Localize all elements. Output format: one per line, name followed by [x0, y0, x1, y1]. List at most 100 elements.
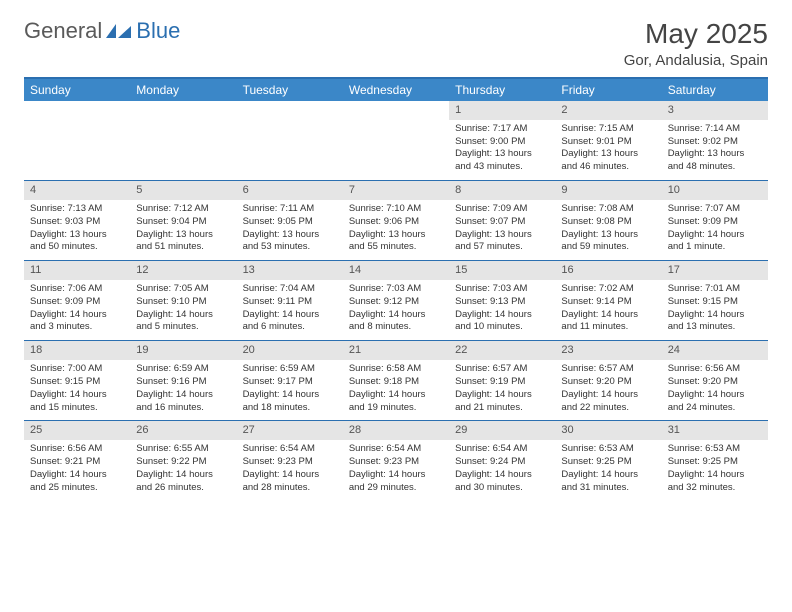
- day-number: 26: [130, 421, 236, 440]
- day-number: 17: [662, 261, 768, 280]
- day-body: Sunrise: 6:56 AMSunset: 9:20 PMDaylight:…: [662, 360, 768, 420]
- daylight-text: Daylight: 14 hours and 3 minutes.: [30, 309, 124, 335]
- day-body: Sunrise: 7:13 AMSunset: 9:03 PMDaylight:…: [24, 200, 130, 260]
- day-number: 2: [555, 101, 661, 120]
- day-body: Sunrise: 7:02 AMSunset: 9:14 PMDaylight:…: [555, 280, 661, 340]
- sunrise-text: Sunrise: 6:57 AM: [455, 363, 549, 376]
- day-number: 12: [130, 261, 236, 280]
- daylight-text: Daylight: 14 hours and 32 minutes.: [668, 469, 762, 495]
- calendar-cell: 13Sunrise: 7:04 AMSunset: 9:11 PMDayligh…: [237, 261, 343, 341]
- sunrise-text: Sunrise: 7:07 AM: [668, 203, 762, 216]
- day-number: 16: [555, 261, 661, 280]
- sunset-text: Sunset: 9:20 PM: [668, 376, 762, 389]
- day-body: Sunrise: 6:59 AMSunset: 9:17 PMDaylight:…: [237, 360, 343, 420]
- calendar-table: Sunday Monday Tuesday Wednesday Thursday…: [24, 77, 768, 500]
- day-number: 23: [555, 341, 661, 360]
- day-number: 24: [662, 341, 768, 360]
- sunset-text: Sunset: 9:22 PM: [136, 456, 230, 469]
- sunset-text: Sunset: 9:15 PM: [30, 376, 124, 389]
- calendar-cell: 19Sunrise: 6:59 AMSunset: 9:16 PMDayligh…: [130, 341, 236, 421]
- day-body: Sunrise: 7:14 AMSunset: 9:02 PMDaylight:…: [662, 120, 768, 180]
- sunrise-text: Sunrise: 7:14 AM: [668, 123, 762, 136]
- day-number: 3: [662, 101, 768, 120]
- calendar-cell: 21Sunrise: 6:58 AMSunset: 9:18 PMDayligh…: [343, 341, 449, 421]
- day-body: Sunrise: 7:04 AMSunset: 9:11 PMDaylight:…: [237, 280, 343, 340]
- day-number: 8: [449, 181, 555, 200]
- daylight-text: Daylight: 14 hours and 10 minutes.: [455, 309, 549, 335]
- day-number: 5: [130, 181, 236, 200]
- daylight-text: Daylight: 14 hours and 15 minutes.: [30, 389, 124, 415]
- daylight-text: Daylight: 13 hours and 57 minutes.: [455, 229, 549, 255]
- sunrise-text: Sunrise: 7:12 AM: [136, 203, 230, 216]
- sunrise-text: Sunrise: 6:59 AM: [136, 363, 230, 376]
- logo-text-blue: Blue: [136, 18, 180, 44]
- calendar-cell: 10Sunrise: 7:07 AMSunset: 9:09 PMDayligh…: [662, 181, 768, 261]
- day-number: 28: [343, 421, 449, 440]
- calendar-cell: 18Sunrise: 7:00 AMSunset: 9:15 PMDayligh…: [24, 341, 130, 421]
- day-body: Sunrise: 7:03 AMSunset: 9:12 PMDaylight:…: [343, 280, 449, 340]
- sunrise-text: Sunrise: 7:03 AM: [349, 283, 443, 296]
- day-number: 19: [130, 341, 236, 360]
- col-saturday: Saturday: [662, 78, 768, 101]
- calendar-cell: 26Sunrise: 6:55 AMSunset: 9:22 PMDayligh…: [130, 421, 236, 501]
- calendar-cell: 16Sunrise: 7:02 AMSunset: 9:14 PMDayligh…: [555, 261, 661, 341]
- calendar-cell: 6Sunrise: 7:11 AMSunset: 9:05 PMDaylight…: [237, 181, 343, 261]
- sunset-text: Sunset: 9:01 PM: [561, 136, 655, 149]
- day-body: Sunrise: 7:07 AMSunset: 9:09 PMDaylight:…: [662, 200, 768, 260]
- sunrise-text: Sunrise: 7:13 AM: [30, 203, 124, 216]
- day-number: 4: [24, 181, 130, 200]
- sunrise-text: Sunrise: 7:08 AM: [561, 203, 655, 216]
- calendar-cell: 28Sunrise: 6:54 AMSunset: 9:23 PMDayligh…: [343, 421, 449, 501]
- calendar-cell: ..: [130, 101, 236, 181]
- col-thursday: Thursday: [449, 78, 555, 101]
- sunset-text: Sunset: 9:25 PM: [668, 456, 762, 469]
- sunrise-text: Sunrise: 7:15 AM: [561, 123, 655, 136]
- day-body: Sunrise: 6:59 AMSunset: 9:16 PMDaylight:…: [130, 360, 236, 420]
- day-number: 13: [237, 261, 343, 280]
- sunset-text: Sunset: 9:15 PM: [668, 296, 762, 309]
- calendar-cell: 25Sunrise: 6:56 AMSunset: 9:21 PMDayligh…: [24, 421, 130, 501]
- day-body: Sunrise: 7:17 AMSunset: 9:00 PMDaylight:…: [449, 120, 555, 180]
- sunrise-text: Sunrise: 7:09 AM: [455, 203, 549, 216]
- sunrise-text: Sunrise: 6:53 AM: [668, 443, 762, 456]
- day-number: 6: [237, 181, 343, 200]
- calendar-cell: 8Sunrise: 7:09 AMSunset: 9:07 PMDaylight…: [449, 181, 555, 261]
- sunset-text: Sunset: 9:09 PM: [30, 296, 124, 309]
- logo-sail-icon: [104, 22, 134, 40]
- day-body: Sunrise: 6:57 AMSunset: 9:20 PMDaylight:…: [555, 360, 661, 420]
- daylight-text: Daylight: 14 hours and 26 minutes.: [136, 469, 230, 495]
- calendar-cell: 17Sunrise: 7:01 AMSunset: 9:15 PMDayligh…: [662, 261, 768, 341]
- sunset-text: Sunset: 9:00 PM: [455, 136, 549, 149]
- daylight-text: Daylight: 14 hours and 5 minutes.: [136, 309, 230, 335]
- daylight-text: Daylight: 14 hours and 16 minutes.: [136, 389, 230, 415]
- day-body: Sunrise: 7:10 AMSunset: 9:06 PMDaylight:…: [343, 200, 449, 260]
- sunset-text: Sunset: 9:17 PM: [243, 376, 337, 389]
- day-number: 14: [343, 261, 449, 280]
- col-friday: Friday: [555, 78, 661, 101]
- daylight-text: Daylight: 14 hours and 24 minutes.: [668, 389, 762, 415]
- daylight-text: Daylight: 13 hours and 46 minutes.: [561, 148, 655, 174]
- calendar-cell: 15Sunrise: 7:03 AMSunset: 9:13 PMDayligh…: [449, 261, 555, 341]
- daylight-text: Daylight: 13 hours and 50 minutes.: [30, 229, 124, 255]
- calendar-cell: 29Sunrise: 6:54 AMSunset: 9:24 PMDayligh…: [449, 421, 555, 501]
- sunrise-text: Sunrise: 7:11 AM: [243, 203, 337, 216]
- sunset-text: Sunset: 9:08 PM: [561, 216, 655, 229]
- sunrise-text: Sunrise: 7:05 AM: [136, 283, 230, 296]
- calendar-cell: 5Sunrise: 7:12 AMSunset: 9:04 PMDaylight…: [130, 181, 236, 261]
- location-text: Gor, Andalusia, Spain: [624, 52, 768, 69]
- calendar-cell: 27Sunrise: 6:54 AMSunset: 9:23 PMDayligh…: [237, 421, 343, 501]
- daylight-text: Daylight: 14 hours and 8 minutes.: [349, 309, 443, 335]
- sunset-text: Sunset: 9:18 PM: [349, 376, 443, 389]
- calendar-cell: 24Sunrise: 6:56 AMSunset: 9:20 PMDayligh…: [662, 341, 768, 421]
- day-number: 31: [662, 421, 768, 440]
- calendar-cell: 23Sunrise: 6:57 AMSunset: 9:20 PMDayligh…: [555, 341, 661, 421]
- calendar-cell: 14Sunrise: 7:03 AMSunset: 9:12 PMDayligh…: [343, 261, 449, 341]
- day-body: Sunrise: 6:54 AMSunset: 9:23 PMDaylight:…: [343, 440, 449, 500]
- sunset-text: Sunset: 9:09 PM: [668, 216, 762, 229]
- calendar-cell: 30Sunrise: 6:53 AMSunset: 9:25 PMDayligh…: [555, 421, 661, 501]
- sunset-text: Sunset: 9:14 PM: [561, 296, 655, 309]
- sunset-text: Sunset: 9:06 PM: [349, 216, 443, 229]
- col-tuesday: Tuesday: [237, 78, 343, 101]
- day-number: 9: [555, 181, 661, 200]
- daylight-text: Daylight: 14 hours and 13 minutes.: [668, 309, 762, 335]
